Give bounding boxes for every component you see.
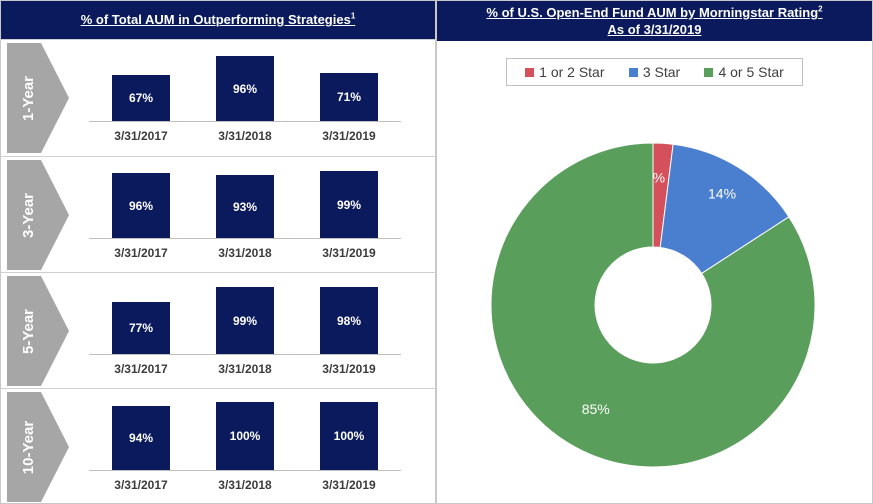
bar-value-label: 100% [229,429,261,443]
legend-swatch [525,67,535,77]
bar-10-year-1: 94% [112,406,170,470]
chevron-3-year: 3-Year [7,160,69,270]
donut-legend: 1 or 2 Star 3 Star 4 or 5 Star [506,58,803,86]
legend-label: 1 or 2 Star [539,64,605,80]
bar-chart-3-year: 96% 3/31/2017 93% 3/31/2018 99% 3/31/2019 [89,157,401,273]
period-label: 5-Year [20,308,38,354]
legend-label: 3 Star [642,64,681,80]
bar-1-year-2: 96% [216,56,274,121]
donut-data-label: 85% [582,401,610,417]
legend-swatch [628,67,638,77]
bar-chart-5-year: 77% 3/31/2017 99% 3/31/2018 98% 3/31/2019 [89,273,401,389]
bar-1-year-3: 71% [320,73,378,121]
legend-item: 1 or 2 Star [525,64,605,80]
bar-value-label: 96% [232,81,258,96]
legend-swatch [704,67,714,77]
chevron-polygon [7,276,69,386]
chevron-shape [7,276,69,386]
bar-3-year-3: 99% [320,171,378,238]
bar-10-year-2: 100% [216,402,274,470]
left-title-text: % of Total AUM in Outperforming Strategi… [80,12,351,27]
legend-item: 3 Star [628,64,681,80]
row-3-year: 3-Year 96% 3/31/2017 93% 3/31/2018 99% 3/31/20… [1,156,437,272]
chevron-shape [7,43,69,153]
category-label: 3/31/2017 [114,362,168,376]
donut-chart: 2%14%85% [490,142,816,468]
category-label: 3/31/2019 [322,362,376,376]
period-label: 1-Year [20,75,38,121]
bar-1-year-1: 67% [112,75,170,121]
chevron-1-year: 1-Year [7,43,69,153]
donut-slice-3 [490,142,816,468]
chevron-polygon [7,43,69,153]
bar-value-label: 77% [128,321,154,335]
morningstar-rating-panel: % of U.S. Open-End Fund AUM by Morningst… [436,0,873,504]
category-label: 3/31/2018 [218,246,272,260]
outperforming-strategies-panel: % of Total AUM in Outperforming Strategi… [0,0,437,504]
donut-data-label: 14% [708,186,736,202]
bar-value-label: 93% [232,199,258,214]
bar-5-year-1: 77% [112,302,170,354]
x-axis-line [89,238,401,239]
x-axis-line [89,470,401,471]
period-label: 3-Year [20,192,38,238]
bar-value-label: 100% [333,429,365,443]
chevron-shape [7,160,69,270]
bar-value-label: 98% [336,313,362,328]
category-label: 3/31/2018 [218,478,272,492]
x-axis-line [89,354,401,355]
left-panel-title: % of Total AUM in Outperforming Strategi… [1,1,435,39]
legend-item: 4 or 5 Star [704,64,784,80]
category-label: 3/31/2018 [218,129,272,143]
x-axis-line [89,121,401,122]
chevron-polygon [7,392,69,502]
right-panel-title: % of U.S. Open-End Fund AUM by Morningst… [437,1,872,41]
legend-label: 4 or 5 Star [718,64,784,80]
chevron-shape [7,392,69,502]
bar-value-label: 96% [128,198,154,213]
left-title-footnote: 1 [350,11,356,21]
category-label: 3/31/2019 [322,478,376,492]
chevron-5-year: 5-Year [7,276,69,386]
category-label: 3/31/2019 [322,129,376,143]
bar-chart-10-year: 94% 3/31/2017 100% 3/31/2018 100% 3/31/2019 [89,389,401,504]
right-title-text: % of U.S. Open-End Fund AUM by Morningst… [486,5,819,20]
bar-value-label: 67% [128,91,154,105]
donut-slice-2 [659,143,790,275]
period-label: 10-Year [20,420,38,474]
bar-value-label: 94% [128,431,154,445]
bar-3-year-2: 93% [216,175,274,238]
category-label: 3/31/2017 [114,129,168,143]
bar-5-year-2: 99% [216,287,274,354]
category-label: 3/31/2019 [322,246,376,260]
row-10-year: 10-Year 94% 3/31/2017 100% 3/31/2018 100% 3/31… [1,388,437,504]
bar-3-year-1: 96% [112,173,170,238]
right-title-footnote: 2 [818,4,823,14]
bar-value-label: 99% [336,197,362,212]
bar-10-year-3: 100% [320,402,378,470]
bar-5-year-3: 98% [320,287,378,354]
chevron-polygon [7,160,69,270]
category-label: 3/31/2017 [114,478,168,492]
category-label: 3/31/2018 [218,362,272,376]
chevron-10-year: 10-Year [7,392,69,502]
row-5-year: 5-Year 77% 3/31/2017 99% 3/31/2018 98% 3/31/20… [1,272,437,388]
row-1-year: 1-Year 67% 3/31/2017 96% 3/31/2018 71% 3/31/20… [1,39,437,155]
bar-value-label: 71% [336,90,362,104]
right-title-date: As of 3/31/2019 [607,22,702,37]
bar-value-label: 99% [232,313,258,328]
bar-chart-1-year: 67% 3/31/2017 96% 3/31/2018 71% 3/31/2019 [89,40,401,156]
category-label: 3/31/2017 [114,246,168,260]
